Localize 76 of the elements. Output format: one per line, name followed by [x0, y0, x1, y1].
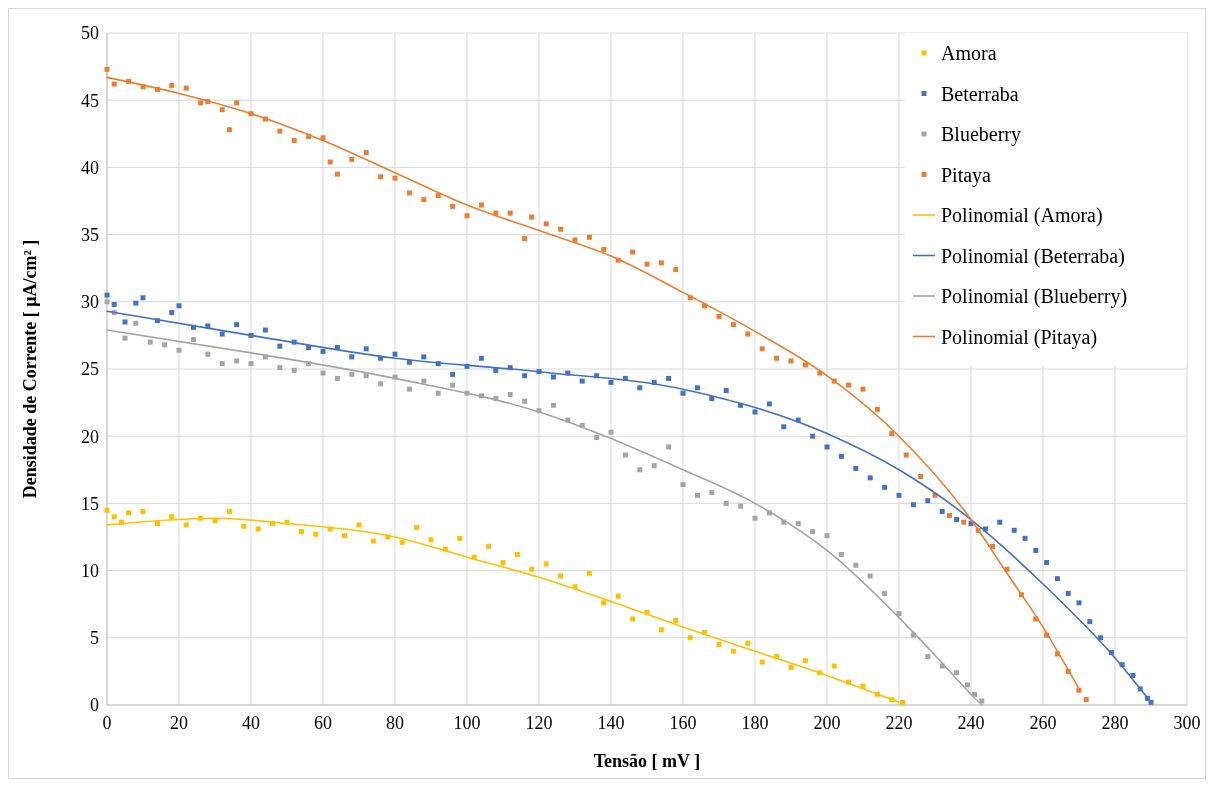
y-tick-label: 40: [81, 157, 99, 178]
point: [586, 570, 592, 576]
y-tick-label: 15: [81, 493, 99, 514]
point: [500, 560, 506, 566]
point: [428, 537, 434, 543]
point: [759, 659, 765, 665]
point: [255, 526, 261, 532]
legend-label: Beterraba: [941, 82, 1019, 105]
point: [370, 538, 376, 544]
legend-label: Polinomial (Beterraba): [941, 244, 1125, 268]
point: [543, 561, 549, 567]
x-tick-label: 100: [453, 713, 481, 733]
y-tick-label: 50: [81, 23, 99, 44]
point: [342, 533, 348, 539]
point: [356, 522, 362, 528]
point: [486, 543, 492, 549]
x-tick-label: 260: [1029, 713, 1057, 733]
y-tick-label: 20: [81, 426, 99, 447]
point: [313, 531, 319, 537]
point: [140, 508, 146, 514]
x-axis-title: Tensão [ mV ]: [593, 751, 701, 771]
point: [745, 640, 751, 646]
x-tick-label: 300: [1173, 713, 1201, 733]
point: [615, 593, 621, 599]
legend-label: Amora: [941, 42, 997, 64]
point: [104, 507, 110, 513]
x-tick-label: 220: [885, 713, 913, 733]
x-tick-label: 120: [525, 713, 553, 733]
legend-label: Polinomial (Pitaya): [941, 325, 1098, 349]
point: [514, 551, 520, 557]
point: [558, 573, 564, 579]
point: [673, 617, 679, 623]
point: [169, 514, 175, 520]
point: [630, 616, 636, 622]
point: [687, 635, 693, 641]
y-tick-label: 30: [81, 292, 99, 313]
x-tick-label: 40: [242, 713, 260, 733]
y-tick-label: 0: [90, 695, 99, 716]
point: [802, 658, 808, 664]
x-tick-label: 240: [957, 713, 985, 733]
legend-label: Polinomial (Amora): [941, 204, 1103, 227]
point: [457, 535, 463, 541]
point: [399, 539, 405, 545]
point: [730, 648, 736, 654]
y-tick-label: 45: [81, 90, 99, 111]
x-tick-label: 60: [314, 713, 332, 733]
x-tick-label: 180: [741, 713, 769, 733]
point: [900, 699, 906, 705]
point: [716, 642, 722, 648]
y-tick-label: 25: [81, 359, 99, 380]
x-tick-label: 200: [813, 713, 841, 733]
x-tick-label: 20: [170, 713, 188, 733]
point: [298, 529, 304, 535]
x-tick-label: 160: [669, 713, 697, 733]
y-tick-label: 10: [81, 560, 99, 581]
point: [111, 514, 117, 520]
y-tick-label: 35: [81, 224, 99, 245]
point: [788, 664, 794, 670]
point: [601, 600, 607, 606]
point: [658, 627, 664, 633]
legend-label: Pitaya: [941, 163, 992, 187]
legend-label: Polinomial (Blueberry): [941, 285, 1128, 308]
x-tick-label: 140: [597, 713, 625, 733]
y-axis-title: Densidade de Corrente [ μA/cm² ]: [20, 239, 40, 499]
point: [529, 566, 535, 572]
point: [831, 663, 837, 669]
point: [183, 522, 189, 528]
y-tick-label: 5: [90, 628, 99, 649]
x-tick-label: 80: [386, 713, 404, 733]
point: [226, 508, 232, 514]
legend-label: Blueberry: [941, 123, 1021, 146]
point: [126, 510, 132, 516]
x-tick-label: 280: [1101, 713, 1129, 733]
point: [414, 525, 420, 531]
point: [241, 523, 247, 529]
point: [154, 521, 160, 527]
